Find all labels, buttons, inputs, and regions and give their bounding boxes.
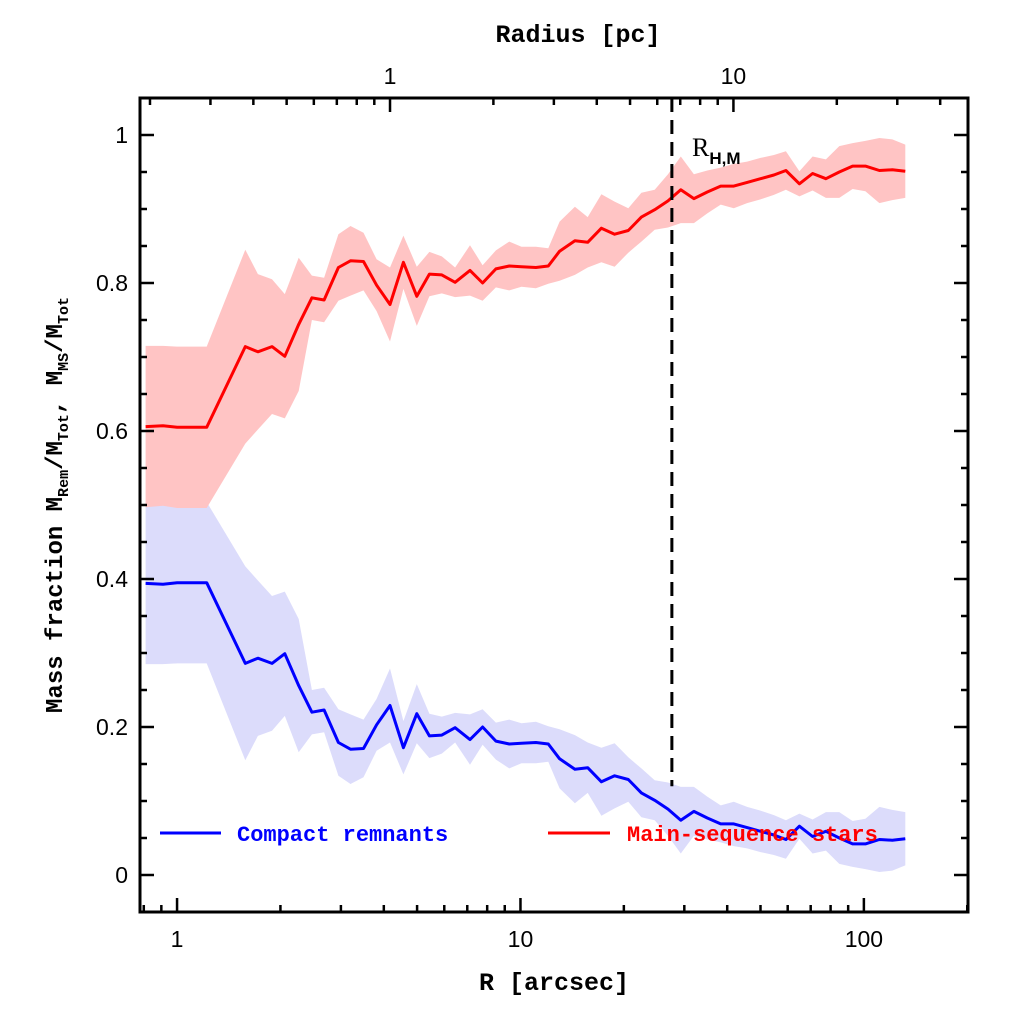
y-tick-label: 0.4 [96,566,128,592]
top-axis-label: Radius [pc] [495,21,660,50]
y-tick-label: 0.8 [96,270,128,296]
legend-label-main-sequence: Main-sequence stars [627,823,878,848]
ylabel-sub4: Tot [56,297,73,324]
half-mass-radius-label: RH,M [692,133,741,168]
axis-ticks [140,98,969,912]
ylabel-sub1: Rem [56,470,73,497]
x-axis-label: R [arcsec] [479,969,629,998]
rhm-sub: H,M [709,149,740,168]
rhm-main: R [692,133,710,162]
y-tick-label: 0.2 [96,714,128,740]
x-tick-label: 10 [508,926,534,952]
plot-frame [138,96,970,914]
y-tick-label: 0 [115,862,128,888]
legend-label-compact-remnants: Compact remnants [237,823,448,848]
y-tick-label: 1 [115,122,128,148]
series-lines [145,164,906,846]
uncertainty-band-0 [145,502,906,872]
x2-tick-label: 10 [721,63,747,89]
ylabel-mid2: , M [43,371,70,414]
x-tick-label: 1 [171,926,184,952]
ylabel-prefix: Mass fraction M [43,497,70,713]
y-tick-label: 0.6 [96,418,128,444]
x2-tick-label: 1 [384,63,397,89]
x-tick-label: 100 [845,926,883,952]
uncertainty-band-1 [145,138,906,508]
series-line-1 [145,164,906,429]
y-axis-label: Mass fraction MRem/MTot, MMS/MTot [43,297,73,713]
uncertainty-bands [145,138,906,872]
ylabel-mid1: /M [43,441,70,470]
ylabel-sub3: MS [56,353,73,371]
ylabel-mid3: /M [43,324,70,353]
ylabel-sub2: Tot [56,414,73,441]
series-line-0 [145,581,906,846]
legend: Compact remnants Main-sequence stars [160,823,878,848]
